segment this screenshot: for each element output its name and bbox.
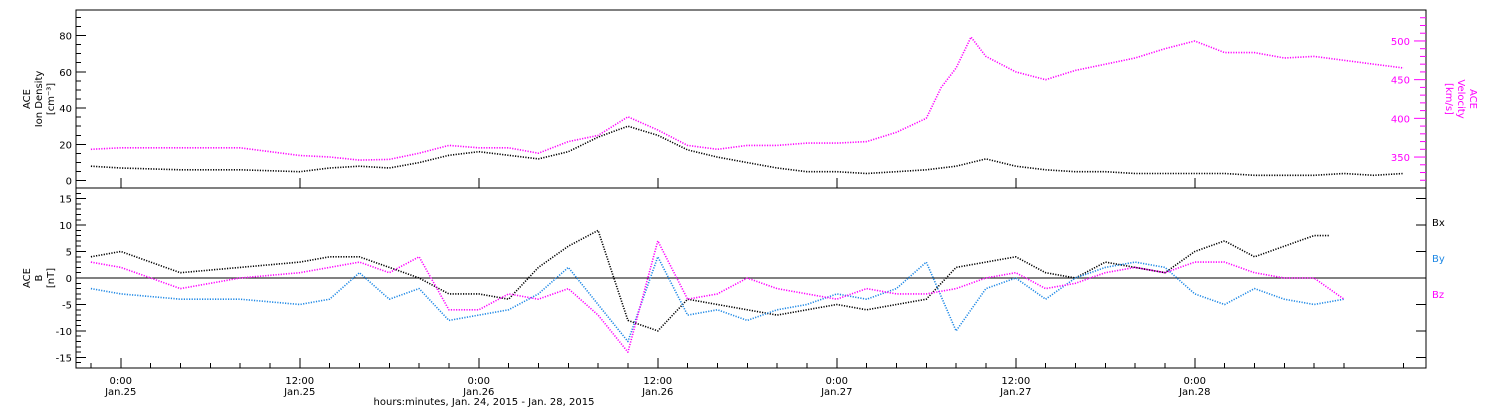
density-tick-label: 60 bbox=[59, 68, 72, 79]
velocity-tick-label: 500 bbox=[1391, 37, 1410, 48]
b-tick-label: 10 bbox=[59, 221, 72, 232]
x-tick-time: 12:00 bbox=[285, 376, 314, 387]
density-axis-label-line1: ACE bbox=[22, 89, 33, 109]
x-axis-title: hours:minutes, Jan. 24, 2015 - Jan. 28, … bbox=[374, 397, 595, 408]
velocity-tick-label: 350 bbox=[1391, 153, 1410, 164]
velocity-tick-label: 400 bbox=[1391, 114, 1410, 125]
b-tick-label: -10 bbox=[56, 327, 72, 338]
legend-bx: Bx bbox=[1432, 218, 1445, 229]
legend-bz: Bz bbox=[1432, 290, 1444, 301]
x-tick-time: 12:00 bbox=[643, 376, 672, 387]
x-tick-date: Jan.25 bbox=[283, 387, 315, 398]
b-axis-label-line1: ACE bbox=[22, 268, 33, 288]
b-tick-label: -15 bbox=[56, 353, 72, 364]
b-tick-label: 0 bbox=[66, 274, 72, 285]
panel-top-frame bbox=[75, 9, 1427, 189]
b-axis-label-line2: B bbox=[34, 274, 45, 281]
density-tick-label: 80 bbox=[59, 31, 72, 42]
b-tick-label: 5 bbox=[66, 248, 72, 259]
legend-by: By bbox=[1432, 254, 1445, 265]
velocity-axis-label-line2: Velocity bbox=[1455, 79, 1466, 118]
x-tick-time: 0:00 bbox=[826, 376, 848, 387]
x-tick-time: 0:00 bbox=[468, 376, 490, 387]
velocity-series bbox=[90, 36, 1404, 161]
bz-series bbox=[90, 240, 1345, 353]
x-tick-date: Jan.26 bbox=[462, 387, 494, 398]
b-tick-label: 15 bbox=[59, 195, 72, 206]
bx-series bbox=[90, 229, 1329, 332]
density-tick-label: 40 bbox=[59, 104, 72, 115]
density-tick-label: 0 bbox=[66, 177, 72, 188]
velocity-axis-label-line3: [km/s] bbox=[1443, 83, 1454, 115]
velocity-tick-label: 450 bbox=[1391, 76, 1410, 87]
density-axis-label-line2: Ion Density bbox=[34, 71, 45, 128]
x-tick-time: 12:00 bbox=[1001, 376, 1030, 387]
x-tick-time: 0:00 bbox=[1184, 376, 1206, 387]
x-tick-time: 0:00 bbox=[110, 376, 132, 387]
by-series bbox=[90, 255, 1345, 343]
x-tick-date: Jan.28 bbox=[1178, 387, 1210, 398]
density-series bbox=[90, 125, 1404, 177]
b-axis-label-line3: [nT] bbox=[46, 268, 57, 288]
x-tick-date: Jan.27 bbox=[999, 387, 1031, 398]
b-tick-label: -5 bbox=[62, 300, 72, 311]
x-tick-date: Jan.26 bbox=[641, 387, 673, 398]
density-axis-label-line3: [cm⁻³] bbox=[46, 83, 57, 115]
x-tick-date: Jan.27 bbox=[820, 387, 852, 398]
x-tick-date: Jan.25 bbox=[104, 387, 136, 398]
velocity-axis-label-line1: ACE bbox=[1467, 89, 1478, 109]
density-tick-label: 20 bbox=[59, 140, 72, 151]
